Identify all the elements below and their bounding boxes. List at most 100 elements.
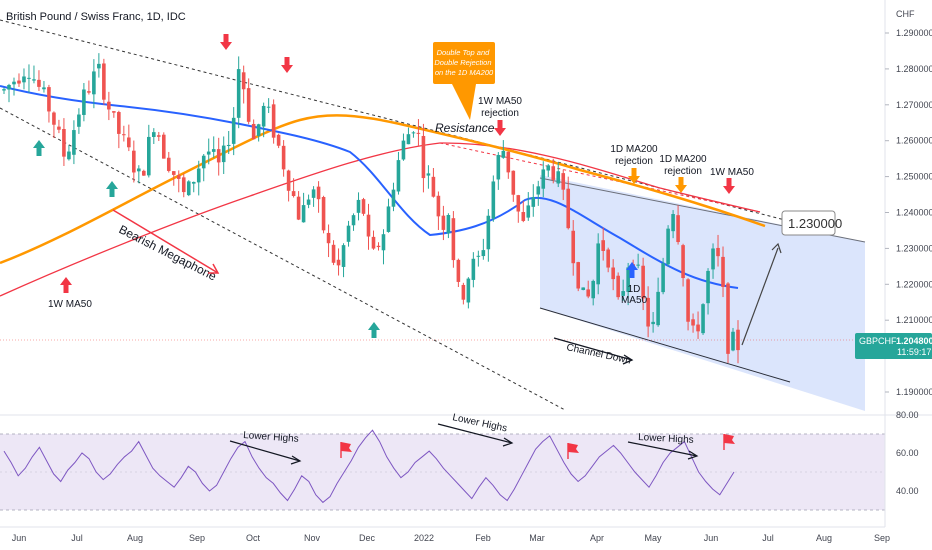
arrow-up-red-icon-shape [60, 277, 72, 293]
candle-body [231, 117, 236, 144]
candle-body [701, 304, 705, 334]
candle-body [526, 205, 531, 218]
callout-text: Double Top and Double Rejection on the 1… [434, 48, 494, 77]
candle-body [726, 283, 730, 354]
ma50-1d-line [0, 85, 739, 289]
price-tick-label: 1.240000 [896, 208, 932, 218]
arrow-down-icon-shape [723, 178, 735, 194]
rsi-lower-highs-2-arrow [437, 423, 513, 444]
price-tick-label: 1.210000 [896, 315, 932, 325]
rsi-line [3, 429, 735, 504]
red-flag-icon [723, 434, 735, 450]
candle-body [501, 150, 506, 158]
rsi-lower-highs-3: Lower Highs [638, 432, 694, 446]
candle-body [591, 280, 595, 299]
time-tick-label: Apr [590, 533, 604, 543]
time-axis: Jun Jul Aug Sep Oct Nov Dec 2022 Feb Mar Apr May Jun… [12, 533, 890, 543]
candle-body [531, 197, 536, 207]
candle-body [696, 324, 700, 332]
candle-body [406, 134, 411, 145]
price-tick-label: 1.290000 [896, 28, 932, 38]
megaphone-red-arrow [112, 209, 219, 274]
candle-body [366, 214, 371, 237]
candle-body [736, 329, 740, 351]
label-1w-ma50-left: 1W MA50 [48, 299, 92, 310]
candle-body [261, 105, 266, 127]
candle-body [416, 132, 421, 134]
candle-body [661, 263, 665, 293]
arrow-down-icon [723, 178, 735, 194]
time-tick-label: Jul [762, 533, 774, 543]
candle-body [216, 149, 221, 163]
time-tick-label: 2022 [414, 533, 434, 543]
red-flag-icon-cloth [568, 443, 579, 453]
time-tick-label: Aug [816, 533, 832, 543]
label-1w-ma50-right: 1W MA50 [710, 167, 754, 178]
candle-body [132, 150, 136, 173]
time-tick-label: Sep [874, 533, 890, 543]
candle-body [281, 145, 286, 170]
svg-text:1D MA200: 1D MA200 [610, 144, 658, 155]
candle-body [206, 151, 211, 155]
candle-body [481, 250, 486, 257]
time-tick-label: Sep [189, 533, 205, 543]
resistance-label: Resistance [435, 121, 495, 135]
candle-body [371, 236, 376, 249]
candle-body [411, 132, 416, 134]
arrow-down-icon [220, 34, 232, 50]
rsi-axis: 80.00 60.00 40.00 [896, 410, 919, 496]
candle-body [171, 171, 176, 175]
candle-body [451, 218, 456, 261]
price-badge-price: 1.204800 [896, 336, 932, 346]
rsi-tick-label: 80.00 [896, 410, 919, 420]
candle-body [306, 199, 311, 205]
arrow-up-icon-shape [106, 181, 118, 197]
candle-body [491, 181, 496, 219]
candle-body [127, 137, 131, 148]
arrow-down-icon [494, 120, 506, 136]
rsi-lower-highs-2-arrowhead [502, 437, 514, 447]
svg-text:1D: 1D [628, 284, 641, 295]
candle-body [706, 270, 710, 304]
candle-body [361, 199, 366, 214]
candle-body [691, 319, 695, 326]
candle-body [137, 168, 141, 172]
red-flag-icon [567, 443, 579, 459]
candle-body [246, 88, 251, 122]
candle-body [476, 255, 481, 257]
candle-body [32, 79, 36, 81]
price-tick-label: 1.230000 [896, 243, 932, 253]
candle-body [351, 215, 356, 226]
candle-body [156, 135, 161, 137]
candle-body [676, 215, 680, 243]
candle-body [431, 176, 436, 197]
rsi-band [0, 434, 885, 510]
candle-body [37, 79, 41, 87]
rsi-tick-label: 40.00 [896, 486, 919, 496]
candle-body [601, 240, 605, 251]
candle-body [191, 181, 196, 184]
candle-body [7, 84, 11, 90]
candle-body [211, 149, 216, 152]
time-tick-label: Dec [359, 533, 376, 543]
chart-title: British Pound / Swiss Franc, 1D, IDC [6, 11, 186, 23]
resistance-line [439, 142, 761, 213]
candle-body [516, 195, 521, 212]
svg-text:1D MA200: 1D MA200 [659, 154, 707, 165]
candle-body [621, 291, 625, 296]
arrow-down-icon-shape [494, 120, 506, 136]
candle-body [436, 195, 441, 217]
candle-body [656, 291, 660, 326]
arrow-down-icon [281, 57, 293, 73]
candle-body [241, 72, 246, 90]
candle-body [321, 197, 326, 231]
channel-down-arrowhead [622, 354, 634, 365]
candle-body [151, 132, 156, 137]
price-tick-label: 1.220000 [896, 279, 932, 289]
arrow-down-icon-shape [281, 57, 293, 73]
candle-body [166, 157, 171, 171]
candle-body [22, 76, 26, 83]
